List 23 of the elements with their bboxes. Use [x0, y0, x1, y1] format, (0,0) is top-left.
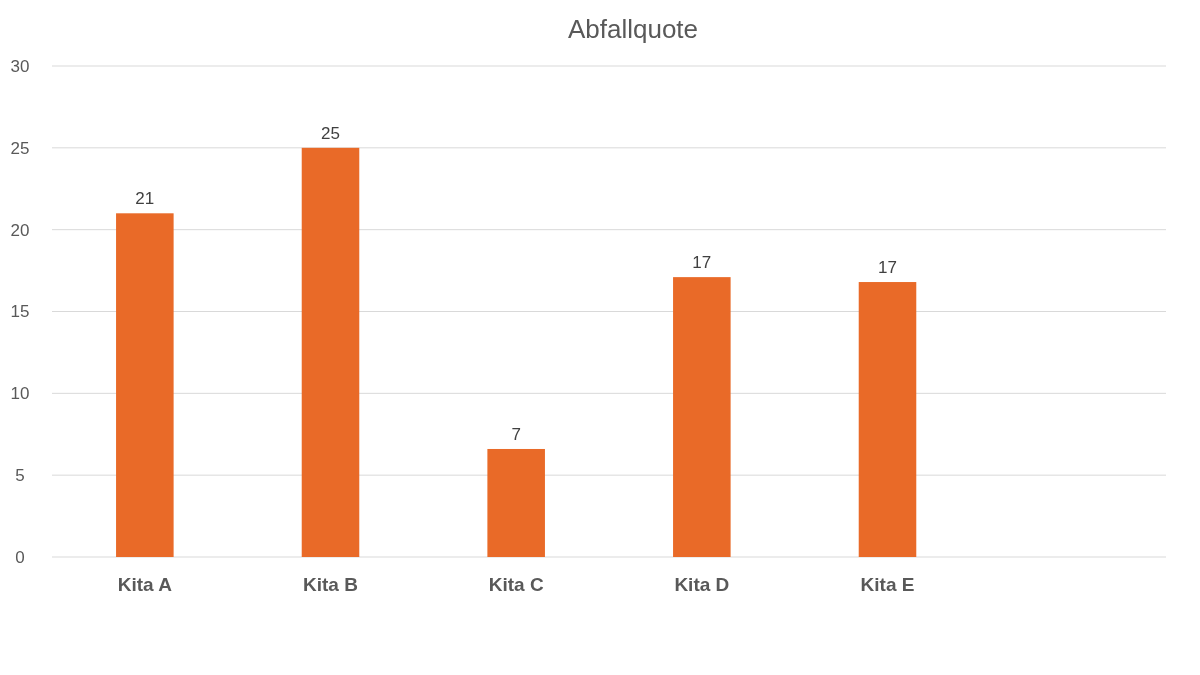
- data-label: 7: [511, 424, 521, 444]
- bar: [858, 282, 917, 557]
- x-tick-label: Kita D: [674, 574, 730, 595]
- y-tick-label: 25: [10, 138, 30, 158]
- y-tick-label: 5: [15, 466, 25, 486]
- data-label: 25: [321, 123, 340, 143]
- y-tick-label: 15: [10, 302, 30, 322]
- x-tick-label: Kita A: [117, 574, 173, 595]
- data-label: 21: [135, 189, 155, 209]
- x-tick-label: Kita E: [860, 574, 915, 595]
- y-tick-label: 20: [10, 220, 30, 240]
- bar: [487, 448, 545, 557]
- y-tick-label: 10: [10, 384, 30, 404]
- bar: [116, 213, 174, 557]
- x-tick-label: Kita C: [488, 574, 544, 595]
- bar: [301, 147, 360, 557]
- chart-title: Abfallquote: [567, 14, 699, 44]
- x-tick-label: Kita B: [303, 574, 358, 595]
- data-label: 17: [692, 253, 712, 273]
- y-tick-label: 30: [10, 56, 30, 76]
- bar: [673, 277, 731, 557]
- data-label: 17: [878, 258, 897, 278]
- y-tick-label: 0: [15, 547, 25, 567]
